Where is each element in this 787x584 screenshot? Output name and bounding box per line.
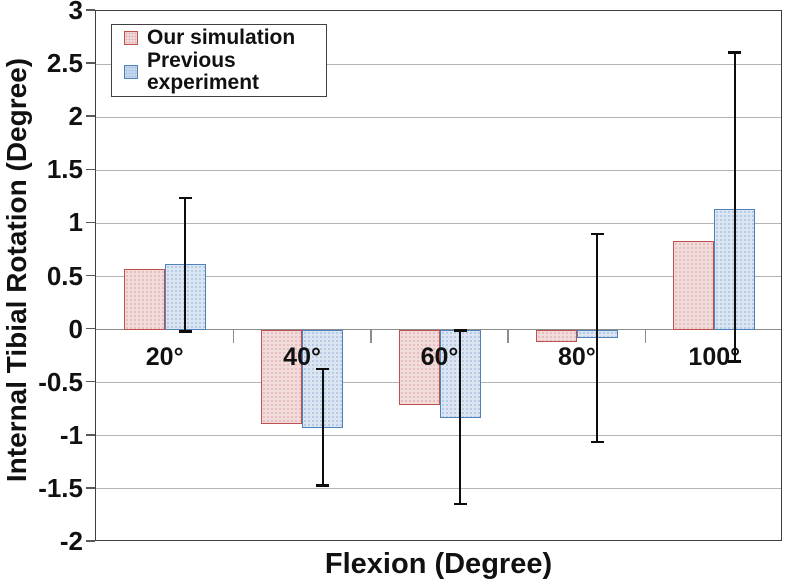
legend-label: Previous experiment (147, 49, 260, 95)
y-axis-tick-label: 2 (68, 101, 83, 132)
gridline (96, 276, 781, 277)
error-bar (733, 52, 736, 362)
y-axis-tick (86, 274, 95, 277)
y-axis-tick-label: -1 (59, 419, 83, 450)
gridline (96, 222, 781, 224)
error-bar-cap (728, 360, 742, 363)
error-bar (321, 368, 324, 486)
gridline (96, 63, 781, 65)
x-axis-category-label: 40° (283, 342, 321, 371)
our-simulation-swatch-icon (124, 30, 138, 45)
gridline (96, 488, 781, 490)
error-bar-cap (178, 330, 192, 333)
error-bar-cap (453, 502, 467, 506)
x-axis-tick (644, 329, 647, 343)
y-axis-tick-label: -0.5 (38, 366, 83, 397)
y-axis-tick-label: -2 (59, 526, 83, 556)
legend-item-previous-experiment: Previous experiment (124, 50, 326, 94)
legend: Our simulation Previous experiment (111, 24, 327, 97)
y-axis-tick (86, 434, 95, 436)
error-bar (596, 234, 599, 443)
x-axis-category-label: 100° (688, 342, 741, 371)
y-axis-tick (86, 487, 95, 489)
y-axis-tick (86, 168, 95, 171)
y-axis-tick (86, 62, 95, 64)
x-axis-category-label: 60° (420, 342, 459, 371)
y-axis-tick (86, 540, 95, 542)
x-axis-tick (370, 329, 372, 343)
y-axis-tick (86, 115, 95, 117)
legend-label: Our simulation (147, 25, 296, 49)
y-axis-tick-label: 3 (68, 0, 83, 25)
y-axis-tick (86, 327, 95, 330)
y-axis-tick (86, 221, 95, 224)
error-bar (184, 197, 187, 332)
error-bar-cap (316, 367, 330, 371)
bar-our-simulation (673, 241, 715, 330)
error-bar (459, 330, 461, 504)
bar-our-simulation (398, 329, 440, 405)
x-axis-category-label: 80° (557, 342, 596, 371)
x-axis-category-label: 20° (145, 342, 184, 371)
legend-item-our-simulation: Our simulation (124, 25, 326, 49)
error-bar-cap (590, 440, 604, 444)
y-axis-tick-label: 2.5 (46, 48, 83, 79)
y-axis-tick-label: -1.5 (38, 472, 83, 503)
y-axis-tick-label: 1.5 (46, 154, 83, 185)
error-bar-cap (178, 196, 192, 200)
bar-our-simulation (123, 269, 165, 330)
x-axis-title: Flexion (Degree) (324, 548, 553, 580)
x-axis-tick (507, 329, 509, 343)
previous-experiment-swatch-icon (124, 65, 138, 80)
error-bar-cap (728, 51, 742, 54)
error-bar-cap (590, 232, 604, 236)
y-axis-tick (86, 380, 95, 383)
error-bar-cap (453, 329, 467, 332)
x-axis-tick (232, 329, 235, 343)
y-axis-tick-label: 0 (68, 313, 83, 344)
y-axis-tick (86, 9, 95, 11)
gridline (96, 116, 781, 118)
bar-our-simulation (535, 329, 577, 343)
error-bar-cap (316, 484, 330, 487)
gridline (96, 169, 781, 171)
bar-our-simulation (261, 329, 303, 425)
plot-area: 20° 40° 60° 80° 100° (95, 10, 782, 541)
y-axis-tick-label: 0.5 (46, 260, 83, 291)
gridline (96, 435, 781, 437)
y-axis-tick-label: 1 (68, 207, 83, 238)
